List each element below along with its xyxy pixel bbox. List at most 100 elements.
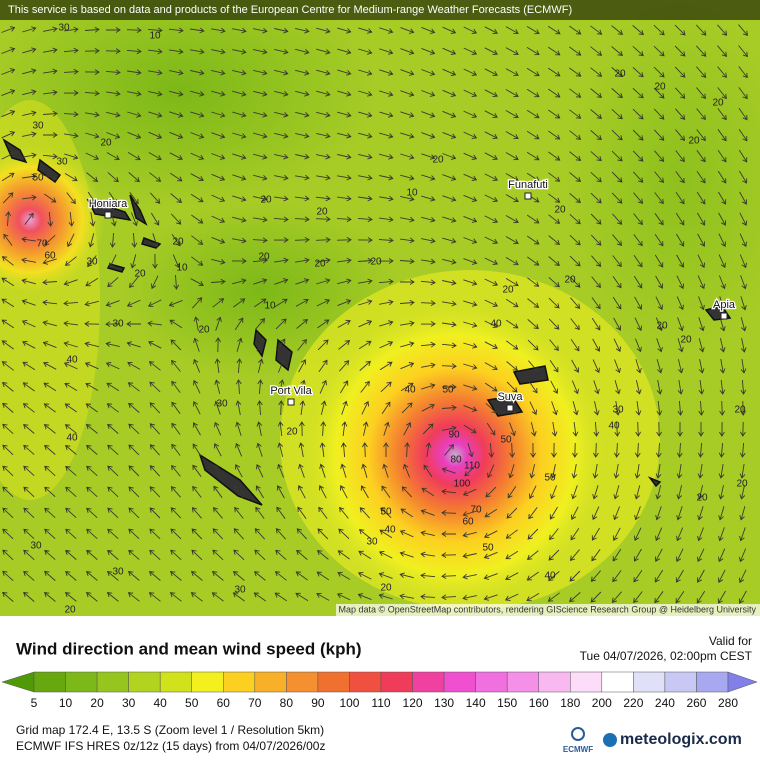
contour-label: 30 <box>112 319 124 330</box>
contour-label: 20 <box>432 155 444 166</box>
scale-tick-label: 120 <box>403 696 423 710</box>
brand-icon <box>603 733 617 747</box>
city-label: Suva <box>497 391 523 403</box>
contour-label: 40 <box>490 319 502 330</box>
scale-tick-label: 90 <box>311 696 325 710</box>
scale-swatch <box>570 671 603 693</box>
scale-tick-label: 240 <box>655 696 675 710</box>
valid-time: Tue 04/07/2026, 02:00pm CEST <box>580 649 753 663</box>
contour-label: 20 <box>614 69 626 80</box>
contour-label: 70 <box>36 239 48 250</box>
contour-label: 20 <box>314 259 326 270</box>
scale-swatch <box>601 671 634 693</box>
contour-label: 100 <box>454 479 471 490</box>
contour-label: 30 <box>58 23 70 34</box>
city-label: Honiara <box>89 198 128 210</box>
scale-swatch <box>349 671 382 693</box>
contour-label: 50 <box>380 507 392 518</box>
scale-swatch <box>65 671 98 693</box>
contour-label: 20 <box>286 427 298 438</box>
contour-label: 10 <box>176 263 188 274</box>
contour-label: 80 <box>450 455 462 466</box>
scale-tick-label: 110 <box>371 696 390 710</box>
contour-label: 20 <box>680 335 692 346</box>
ecmwf-logo: ECMWF <box>563 745 593 754</box>
contour-label: 50 <box>482 543 494 554</box>
scale-tick-label: 30 <box>122 696 136 710</box>
brand: meteologix.com <box>620 731 742 748</box>
contour-label: 20 <box>736 479 748 490</box>
contour-label: 20 <box>554 205 566 216</box>
cyclone <box>0 145 105 295</box>
contour-label: 50 <box>442 385 454 396</box>
map: 3010202020202010202020303050706020201030… <box>0 0 760 616</box>
city-label: Apia <box>713 299 736 311</box>
scale-swatch <box>412 671 445 693</box>
contour-label: 20 <box>100 138 112 149</box>
contour-label: 20 <box>134 269 146 280</box>
contour-label: 20 <box>712 98 724 109</box>
attribution-bg <box>336 604 760 616</box>
scale-swatch <box>33 671 66 693</box>
city-marker <box>720 312 728 320</box>
contour-label: 40 <box>384 525 396 536</box>
contour-label: 20 <box>654 82 666 93</box>
contour-label: 60 <box>44 251 56 262</box>
scale-swatch <box>633 671 666 693</box>
contour-label: 30 <box>366 537 378 548</box>
contour-label: 20 <box>380 583 392 594</box>
contour-label: 50 <box>32 173 44 184</box>
contour-label: 20 <box>688 136 700 147</box>
scale-swatch <box>380 671 413 693</box>
contour-label: 20 <box>656 321 668 332</box>
city-marker <box>524 192 532 200</box>
scale-swatch <box>506 671 539 693</box>
city-label: Port Vila <box>270 385 312 397</box>
contour-label: 30 <box>86 257 98 268</box>
contour-label: 30 <box>216 399 228 410</box>
banner-bg <box>0 0 760 20</box>
scale-tick-label: 180 <box>560 696 580 710</box>
scale-tick-label: 40 <box>154 696 168 710</box>
contour-label: 20 <box>172 237 184 248</box>
scale-tick-label: 10 <box>59 696 73 710</box>
color-scale: 5 10 20 30 40 50 60 70 80 90 100 110 120 130 140 150 160… <box>1 671 758 710</box>
contour-labels: 3010202020202010202020303050706020201030… <box>30 23 748 616</box>
contour-label: 30 <box>612 405 624 416</box>
scale-arrow-high <box>727 671 758 693</box>
contour-label: 10 <box>406 188 418 199</box>
contour-label: 50 <box>500 435 512 446</box>
scale-swatch <box>286 671 319 693</box>
legend-title: Wind direction and mean wind speed (kph) <box>16 639 362 658</box>
banner: This service is based on data and produc… <box>8 4 572 16</box>
scale-swatch <box>191 671 224 693</box>
contour-label: 30 <box>30 541 42 552</box>
scale-tick-label: 5 <box>31 696 38 710</box>
cities: Honiara Funafuti Apia Suva Port Vila <box>87 178 737 412</box>
city-marker <box>506 404 514 412</box>
city-marker <box>287 398 295 406</box>
scale-tick-label: 260 <box>686 696 706 710</box>
scale-tick-label: 80 <box>280 696 294 710</box>
contour-label: 20 <box>370 257 382 268</box>
contour-label: 20 <box>734 405 746 416</box>
scale-tick-label: 160 <box>529 696 549 710</box>
scale-swatch <box>254 671 287 693</box>
contour-label: 60 <box>462 517 474 528</box>
contour-label: 40 <box>66 433 78 444</box>
calm-area <box>560 0 760 360</box>
scale-tick-label: 150 <box>497 696 517 710</box>
scale-tick-label: 60 <box>217 696 231 710</box>
scale-swatch <box>443 671 476 693</box>
scale-tick-label: 50 <box>185 696 199 710</box>
scale-swatch <box>223 671 256 693</box>
contour-label: 30 <box>32 121 44 132</box>
contour-label: 20 <box>696 493 708 504</box>
contour-label: 20 <box>64 605 76 616</box>
contour-label: 40 <box>544 571 556 582</box>
grid-info: Grid map 172.4 E, 13.5 S (Zoom level 1 /… <box>16 723 324 737</box>
contour-label: 50 <box>544 473 556 484</box>
city-label: Funafuti <box>508 179 548 191</box>
scale-swatch <box>317 671 350 693</box>
